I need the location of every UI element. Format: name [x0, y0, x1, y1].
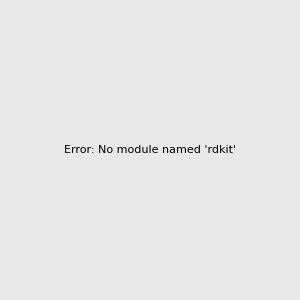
Text: Error: No module named 'rdkit': Error: No module named 'rdkit'	[64, 145, 236, 155]
